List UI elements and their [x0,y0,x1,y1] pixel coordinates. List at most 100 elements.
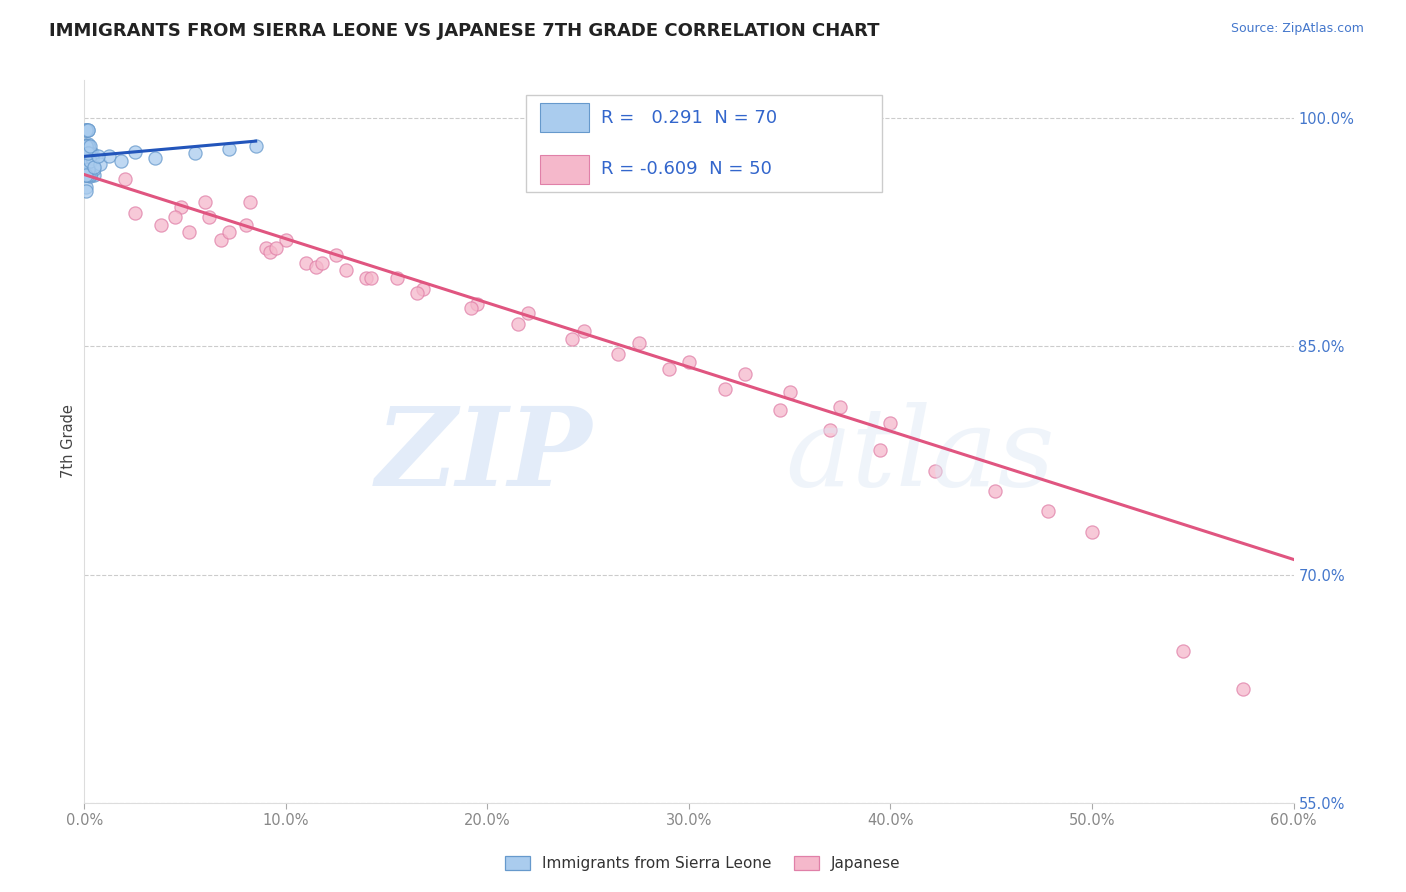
Point [218,226,240,240]
Text: ZIP: ZIP [375,402,592,509]
Point [385,271,408,285]
Point [79,146,101,161]
Point [924,464,946,478]
Point [77,138,100,153]
Point [79,153,101,168]
Point [198,210,221,224]
Point [1232,681,1254,696]
Point [82,153,104,168]
Point [869,442,891,457]
Text: Source: ZipAtlas.com: Source: ZipAtlas.com [1230,22,1364,36]
Point [82,151,104,165]
Point [607,347,630,361]
Point [75,146,97,161]
Legend: Immigrants from Sierra Leone, Japanese: Immigrants from Sierra Leone, Japanese [499,849,907,877]
Text: R =   0.291  N = 70: R = 0.291 N = 70 [600,109,776,127]
Point [235,218,257,232]
Point [83,160,105,174]
Point [295,256,318,270]
Point [264,241,287,255]
Point [75,151,97,165]
Point [79,153,101,168]
Point [77,146,100,161]
Point [75,164,97,178]
Point [506,317,529,331]
Point [75,168,97,182]
Point [209,233,232,247]
Point [75,123,97,137]
Point [627,336,650,351]
Point [406,286,429,301]
Point [734,367,756,381]
Point [75,151,97,165]
Point [110,153,132,168]
Point [75,123,97,137]
Point [75,146,97,161]
Point [89,157,111,171]
Point [75,151,97,165]
Point [194,194,217,209]
Point [460,301,482,316]
Point [335,263,357,277]
Point [82,151,104,165]
Point [79,145,101,159]
Point [769,403,792,417]
Y-axis label: 7th Grade: 7th Grade [60,405,76,478]
Point [572,324,595,338]
FancyBboxPatch shape [540,103,589,132]
Text: atlas: atlas [786,402,1056,509]
Point [75,168,97,182]
Point [658,362,681,376]
Point [239,194,262,209]
Point [1081,524,1104,539]
Point [984,483,1007,498]
Point [75,138,97,153]
Point [83,161,105,176]
Point [75,153,97,168]
Point [77,146,100,161]
FancyBboxPatch shape [540,154,589,184]
Point [75,151,97,165]
Point [77,151,100,165]
Point [124,205,146,219]
Point [75,179,97,194]
Point [75,145,97,159]
Point [1036,504,1059,518]
Text: R = -0.609  N = 50: R = -0.609 N = 50 [600,161,772,178]
Point [77,138,100,153]
Point [97,149,120,163]
Point [79,138,101,153]
Point [143,151,166,165]
Point [77,123,100,137]
Point [79,168,101,182]
Point [77,140,100,154]
Point [87,149,110,163]
Point [360,271,382,285]
Point [114,172,136,186]
Point [830,401,852,415]
Point [1171,643,1194,657]
Point [75,168,97,182]
Point [467,297,489,311]
FancyBboxPatch shape [526,95,883,193]
Point [75,123,97,137]
Point [77,146,100,161]
Point [305,260,328,275]
Point [77,168,100,182]
Point [75,151,97,165]
Point [75,151,97,165]
Point [77,151,100,165]
Point [77,138,100,153]
Point [254,241,277,255]
Point [75,146,97,161]
Text: IMMIGRANTS FROM SIERRA LEONE VS JAPANESE 7TH GRADE CORRELATION CHART: IMMIGRANTS FROM SIERRA LEONE VS JAPANESE… [49,22,880,40]
Point [714,382,737,396]
Point [124,145,146,159]
Point [149,218,172,232]
Point [170,200,193,214]
Point [274,233,297,247]
Point [79,153,101,168]
Point [356,271,378,285]
Point [77,138,100,153]
Point [77,146,100,161]
